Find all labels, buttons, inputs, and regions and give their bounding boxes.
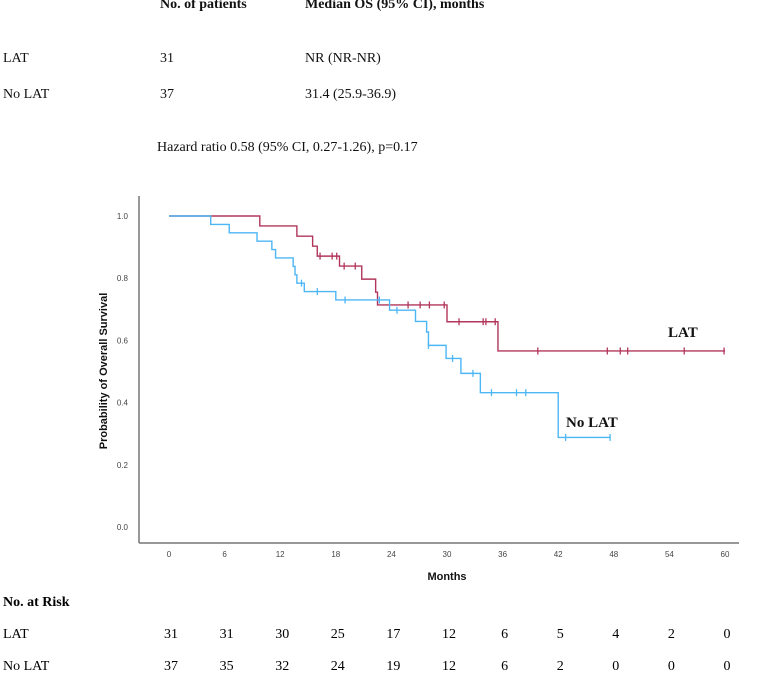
- y-tick-label: 0.4: [117, 399, 129, 408]
- summary-row-nolat-group: No LAT: [3, 87, 50, 102]
- risk-table-cell: 24: [331, 659, 345, 674]
- risk-table-cell: 0: [724, 659, 731, 674]
- risk-table-cell: 2: [668, 627, 675, 642]
- risk-table-title: No. at Risk: [3, 595, 70, 610]
- x-tick-label: 24: [387, 550, 396, 559]
- x-tick-label: 12: [276, 550, 285, 559]
- curve-label-nolat: No LAT: [566, 415, 618, 431]
- risk-table-cell: 37: [164, 659, 178, 674]
- risk-table-cell: 12: [442, 627, 456, 642]
- x-tick-label: 6: [222, 550, 227, 559]
- risk-table-cell: 31: [164, 627, 178, 642]
- curve-label-lat: LAT: [668, 325, 698, 341]
- summary-row-lat-patients: 31: [160, 51, 174, 66]
- x-tick-label: 0: [167, 550, 172, 559]
- x-tick-labels: 0 6 12 18 24 30 36 42 48 54 60: [167, 550, 730, 559]
- axes: [138, 196, 739, 544]
- survival-curves: [169, 215, 725, 441]
- summary-row-lat-group: LAT: [3, 51, 29, 66]
- risk-table-cell: 25: [331, 627, 345, 642]
- risk-table-cell: 6: [501, 659, 508, 674]
- risk-table-cell: 2: [557, 659, 564, 674]
- risk-table-cell: 35: [220, 659, 234, 674]
- risk-table-cell: 6: [501, 627, 508, 642]
- risk-row-lat-label: LAT: [3, 627, 29, 642]
- y-tick-label: 0.2: [117, 461, 129, 470]
- risk-table-cell: 17: [386, 627, 400, 642]
- x-tick-label: 18: [331, 550, 340, 559]
- curve-lat: [169, 215, 725, 352]
- hazard-ratio-text: Hazard ratio 0.58 (95% CI, 0.27-1.26), p…: [157, 140, 418, 155]
- x-axis-title: Months: [427, 571, 466, 583]
- risk-table-cell: 0: [612, 659, 619, 674]
- risk-table-cell: 4: [612, 627, 619, 642]
- y-axis-title: Probability of Overall Survival: [98, 293, 110, 450]
- y-tick-label: 1.0: [117, 212, 129, 221]
- y-tick-labels: 0.0 0.2 0.4 0.6 0.8 1.0: [117, 212, 129, 532]
- x-tick-label: 36: [498, 550, 507, 559]
- risk-table-cell: 0: [668, 659, 675, 674]
- curve-no-lat: [169, 215, 611, 439]
- x-tick-label: 30: [443, 550, 452, 559]
- summary-row-lat-median-os: NR (NR-NR): [305, 51, 381, 66]
- summary-row-nolat-median-os: 31.4 (25.9-36.9): [305, 87, 396, 102]
- x-tick-label: 42: [554, 550, 563, 559]
- y-tick-label: 0.0: [117, 523, 129, 532]
- header-no-of-patients: No. of patients: [160, 0, 247, 12]
- risk-table-cell: 12: [442, 659, 456, 674]
- risk-table-cell: 31: [220, 627, 234, 642]
- y-tick-label: 0.6: [117, 336, 129, 345]
- risk-row-nolat-label: No LAT: [3, 659, 50, 674]
- header-median-os: Median OS (95% CI), months: [305, 0, 485, 12]
- risk-table-cell: 19: [386, 659, 400, 674]
- risk-table-cell: 32: [275, 659, 289, 674]
- summary-row-nolat-patients: 37: [160, 87, 174, 102]
- x-tick-label: 48: [609, 550, 618, 559]
- y-tick-label: 0.8: [117, 274, 129, 283]
- x-tick-label: 54: [665, 550, 674, 559]
- risk-table-cell: 5: [557, 627, 564, 642]
- risk-table-values: 31 31 30 25 17 12 6 5 4 2 0 37 35 32 24 19 12 6 2 0 0 0: [164, 627, 731, 674]
- x-tick-label: 60: [721, 550, 730, 559]
- risk-table-cell: 0: [724, 627, 731, 642]
- risk-table-cell: 30: [275, 627, 289, 642]
